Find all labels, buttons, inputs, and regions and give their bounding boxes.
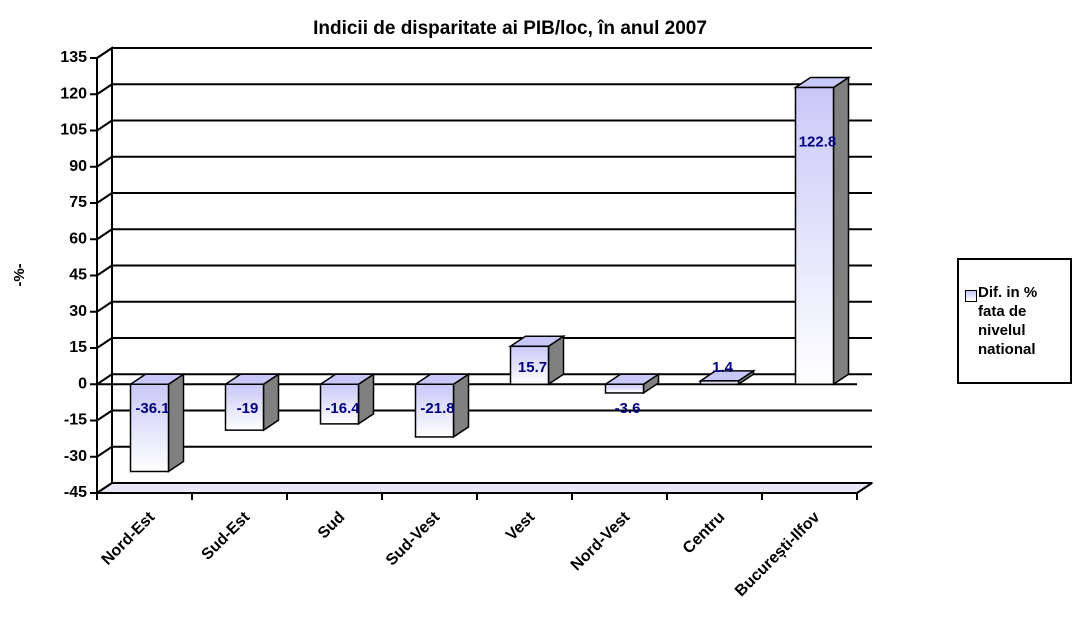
bar [794,86,835,385]
grid-wall [96,228,113,241]
y-tick-label: 90 [69,158,87,175]
value-label: -16.4 [325,400,360,417]
value-label: 122.8 [799,133,837,150]
bar-side [167,372,185,473]
grid-wall [96,482,113,494]
legend-label: Dif. in % fata de nivelul national [978,284,1038,358]
x-tick-label: Sud [315,509,348,542]
y-tick-label: 75 [69,194,87,211]
value-label: -36.1 [135,400,169,417]
y-tick-label: 120 [60,85,87,102]
grid-wall [96,47,113,59]
y-axis-label: -%- [11,263,28,286]
grid-wall [96,373,113,386]
y-tick-label: 45 [69,267,87,284]
grid-wall [96,192,113,204]
chart-title: Indicii de disparitate ai PIB/loc, în an… [313,18,707,39]
bar-side [452,372,470,439]
bar [414,383,455,438]
y-tick-label: 15 [69,339,87,356]
grid-wall [96,119,113,132]
value-label: -21.8 [420,400,454,417]
bar [699,380,740,386]
bar [224,383,265,431]
value-label: -19 [237,400,259,417]
y-tick-label: 105 [60,122,87,139]
x-tick-label: Sud-Est [199,508,254,563]
bar [604,383,645,394]
bar [319,383,360,425]
y-tick-label: -15 [64,412,87,429]
x-axis-back [856,482,873,494]
grid-wall [96,409,113,422]
bar [509,345,550,385]
grid-wall [96,445,113,458]
grid-wall [96,155,113,168]
y-tick-label: -45 [64,484,87,501]
x-tick-label: București-Ilfov [732,509,823,600]
x-tick-label: Vest [503,508,539,544]
value-label: -3.6 [615,400,641,417]
legend: Dif. in % fata de nivelul national [957,258,1072,384]
value-label: 1.4 [712,359,734,376]
floor [95,482,874,494]
grid-wall [96,300,113,313]
grid-wall [96,337,113,349]
y-tick-label: 30 [69,303,87,320]
x-tick-label: Nord-Vest [568,508,634,574]
y-tick-label: 0 [78,375,87,392]
grid-wall [96,83,113,96]
y-tick-label: 135 [60,49,87,66]
bar-side [832,76,850,386]
x-tick-label: Sud-Vest [383,508,444,569]
value-label: 15.7 [518,359,547,376]
legend-swatch [965,290,977,302]
y-tick-label: 60 [69,230,87,247]
x-tick-label: Centru [680,509,728,557]
bar [129,383,170,473]
grid-wall [96,264,113,277]
x-tick-label: Nord-Est [99,508,159,568]
y-tick-label: -30 [64,448,87,465]
